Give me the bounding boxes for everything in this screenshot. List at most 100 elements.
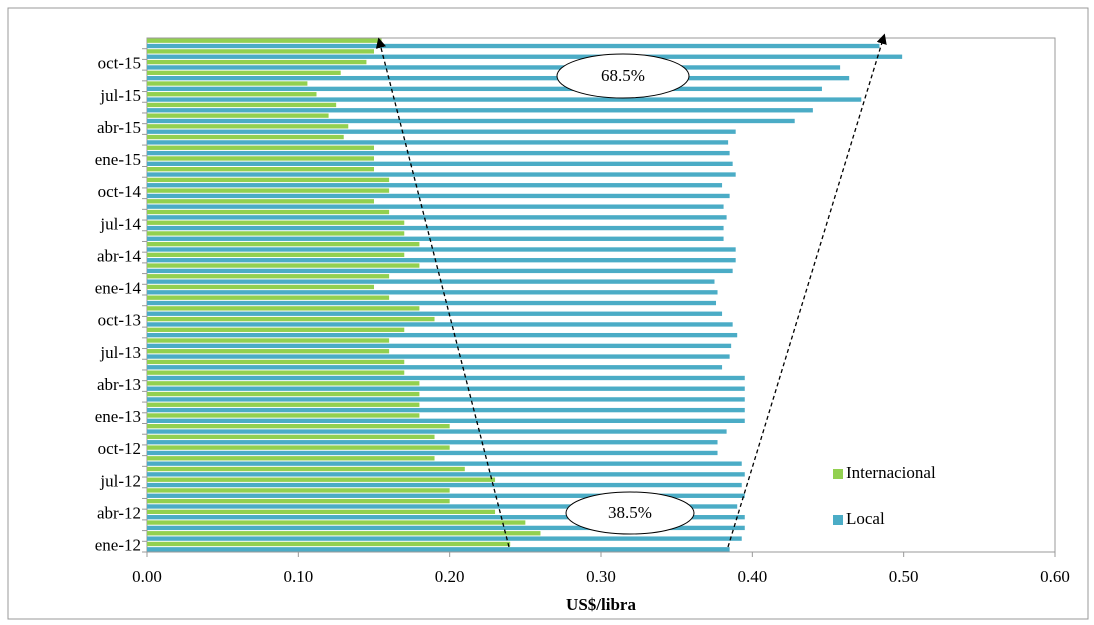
bar <box>147 525 745 531</box>
bar <box>147 300 717 306</box>
bar <box>147 316 435 322</box>
y-tick-label: abr-14 <box>97 246 142 265</box>
y-tick-label: oct-12 <box>98 439 141 458</box>
bar <box>147 140 729 145</box>
bar <box>147 188 390 193</box>
bar <box>147 482 742 488</box>
annotations: 68.5% 38.5% <box>375 33 887 548</box>
bar <box>147 59 367 65</box>
bar <box>147 402 420 407</box>
bar <box>147 43 880 49</box>
annotation: 38.5% <box>608 503 652 522</box>
bar <box>147 381 420 386</box>
bar <box>147 541 511 547</box>
bar <box>147 536 742 541</box>
bar <box>147 322 733 327</box>
bar <box>147 54 903 59</box>
bar <box>147 86 822 92</box>
x-tick-label: 0.10 <box>283 567 313 586</box>
bar <box>147 290 718 295</box>
bar <box>147 204 724 209</box>
bar <box>147 215 727 220</box>
bar <box>147 386 745 391</box>
bar <box>147 231 405 236</box>
x-axis-title: US$/libra <box>566 595 636 614</box>
x-tick-label: 0.00 <box>132 567 162 586</box>
bar <box>147 236 724 241</box>
bar <box>147 75 850 81</box>
x-tick-label: 0.30 <box>586 567 616 586</box>
bar <box>147 161 733 166</box>
y-tick-label: jul-14 <box>99 214 141 233</box>
y-tick-label: jul-15 <box>99 86 141 105</box>
bar <box>147 349 390 354</box>
bar <box>147 327 405 332</box>
bar <box>147 397 745 402</box>
annotation-ellipse <box>565 491 695 535</box>
bar <box>147 124 349 129</box>
legend-label: Internacional <box>846 463 936 482</box>
bar <box>147 108 813 113</box>
bar <box>147 440 718 445</box>
legend-label: Local <box>846 509 885 528</box>
bar <box>147 547 730 552</box>
bar <box>147 498 450 504</box>
bar <box>147 258 736 263</box>
bars <box>147 38 903 552</box>
bar <box>147 129 736 134</box>
bar <box>147 354 730 359</box>
bar <box>147 515 745 520</box>
y-tick-label: jul-12 <box>99 471 141 490</box>
bar <box>147 520 526 525</box>
bar <box>147 167 374 172</box>
bar <box>147 263 420 268</box>
bar <box>147 81 308 86</box>
legend-swatch <box>833 469 843 479</box>
bar <box>147 279 715 284</box>
y-tick-label: abr-15 <box>97 118 141 137</box>
bar <box>147 359 405 365</box>
bar <box>147 338 390 343</box>
bar <box>147 220 405 225</box>
bar <box>147 407 745 413</box>
bar <box>147 252 405 258</box>
arrow <box>727 33 887 548</box>
bar <box>147 429 727 434</box>
bar <box>147 450 718 456</box>
bar <box>147 424 450 429</box>
bar <box>147 504 738 509</box>
bar <box>147 343 732 349</box>
bar <box>147 477 496 482</box>
bar <box>147 365 723 370</box>
bar <box>147 177 390 183</box>
bar <box>147 150 730 156</box>
bar <box>147 172 736 177</box>
bar <box>147 156 374 161</box>
bar <box>147 391 420 397</box>
bar <box>147 466 465 472</box>
x-tick-label: 0.40 <box>737 567 767 586</box>
bar <box>147 493 745 498</box>
bar <box>147 247 736 252</box>
bar <box>147 456 435 461</box>
bar <box>147 332 738 338</box>
bar <box>147 65 841 70</box>
y-tick-label: oct-13 <box>98 311 141 330</box>
bar <box>147 472 745 477</box>
bar <box>147 118 795 124</box>
y-tick-label: ene-12 <box>95 536 141 555</box>
bar <box>147 488 450 493</box>
arrow <box>375 37 510 548</box>
bar <box>147 461 742 466</box>
bar <box>147 274 390 279</box>
bar <box>147 370 405 375</box>
bar <box>147 509 496 515</box>
y-tick-label: abr-12 <box>97 503 141 522</box>
bar <box>147 70 341 75</box>
x-tick-label: 0.50 <box>889 567 919 586</box>
y-tick-label: ene-15 <box>95 150 141 169</box>
y-tick-label: oct-14 <box>98 182 142 201</box>
bar <box>147 418 745 423</box>
legend-swatch <box>833 515 843 525</box>
